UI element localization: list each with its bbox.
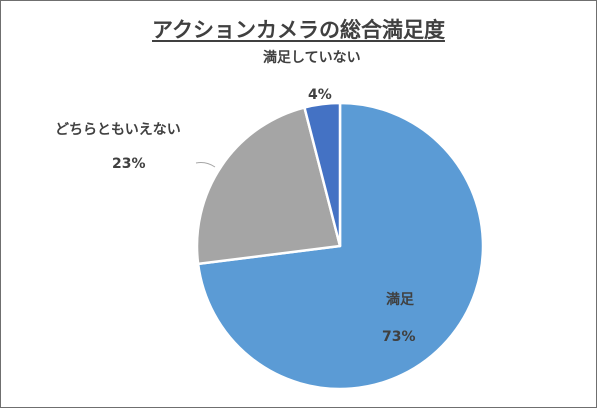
leader-line-neutral <box>195 162 216 168</box>
label-name-neutral: どちらともいえない <box>55 122 181 138</box>
pie-slice-dissatisfied <box>303 101 342 248</box>
label-name-dissatisfied: 満足していない <box>263 50 361 66</box>
label-name-satisfied: 満足 <box>386 292 414 308</box>
label-value-satisfied: 73% <box>382 329 416 345</box>
pie-slice-neutral <box>195 106 342 266</box>
label-value-neutral: 23% <box>112 156 146 172</box>
chart-title: アクションカメラの総合満足度 <box>152 18 445 42</box>
label-value-dissatisfied: 4% <box>308 87 332 103</box>
